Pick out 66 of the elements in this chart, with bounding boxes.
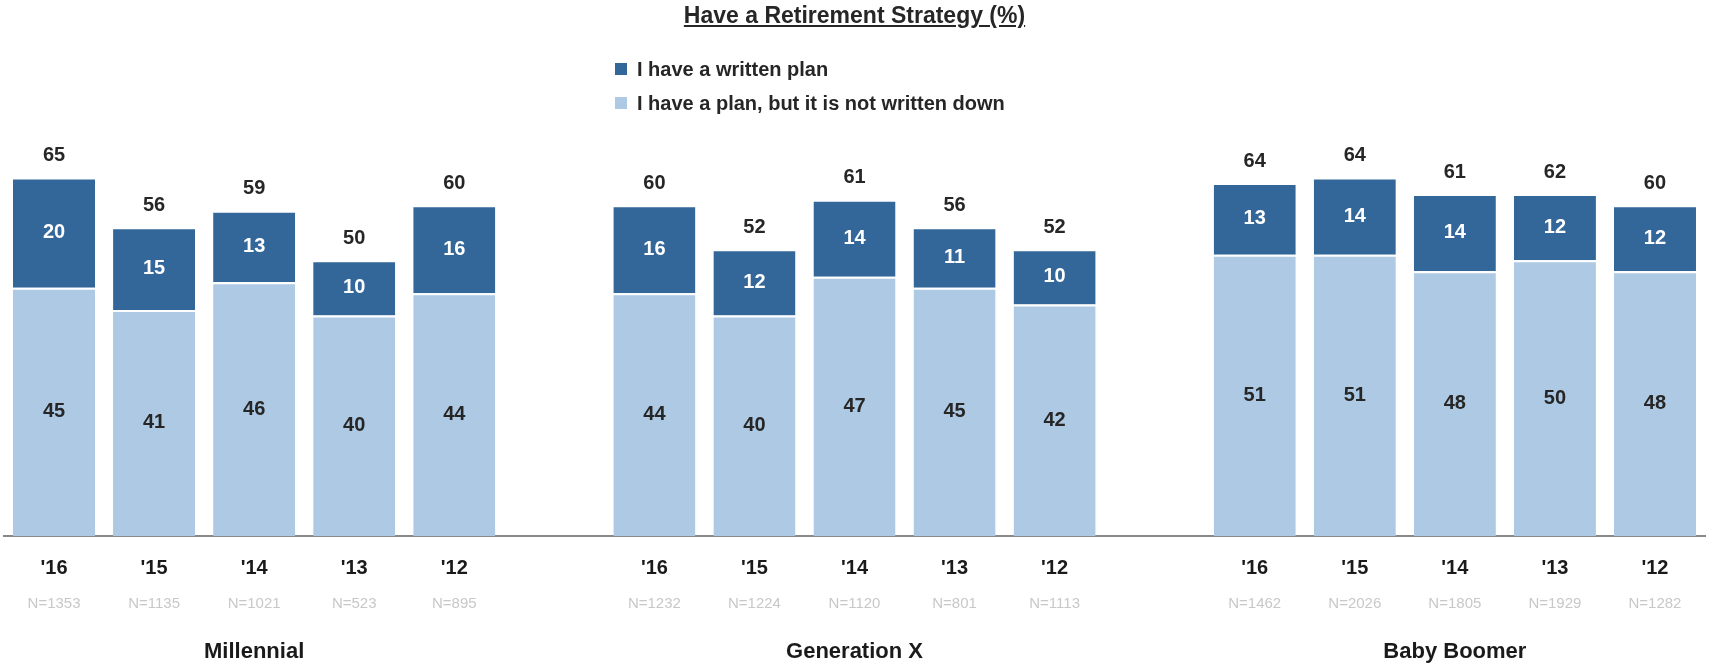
total-label: 65 [42,143,66,166]
data-label: 14 [843,225,867,248]
data-label: 47 [843,393,866,416]
x-tick-label: '16 [40,555,68,578]
x-tick-label: '13 [941,555,969,578]
data-label: 14 [1443,220,1467,243]
total-label: 56 [943,192,966,215]
data-label: 45 [42,399,66,422]
data-label: 41 [142,410,166,433]
data-label: 51 [1243,382,1266,405]
total-label: 59 [243,176,266,199]
data-label: 15 [142,256,166,279]
total-label: 61 [1443,159,1466,182]
data-label: 42 [1043,407,1066,430]
total-label: 62 [1543,159,1567,182]
data-label: 46 [243,396,266,419]
data-label: 14 [1343,203,1367,226]
data-label: 48 [1643,391,1667,414]
total-label: 60 [1643,170,1667,193]
data-label: 13 [1243,206,1266,229]
total-label: 56 [142,192,166,215]
data-label: 16 [643,236,666,259]
total-label: 50 [343,225,366,248]
data-label: 40 [743,413,766,436]
text: Baby Boomer [1383,638,1527,664]
total-label: 60 [643,170,666,193]
x-tick-label: '14 [840,555,869,578]
data-label: 12 [1643,225,1667,248]
x-tick-label: '13 [1541,555,1569,578]
data-label: 10 [343,275,366,298]
data-label: 45 [943,399,966,422]
data-label: 50 [1543,385,1567,408]
total-label: 52 [743,214,766,237]
x-tick-label: '15 [140,555,168,578]
x-tick-label: '12 [1041,555,1069,578]
x-tick-label: '15 [740,555,768,578]
legend-label: I have a plan, but it is not written down [637,91,1005,115]
x-tick-label: '12 [440,555,468,578]
total-label: 52 [1043,214,1066,237]
total-label: 64 [1243,148,1267,171]
data-label: 48 [1443,391,1466,414]
data-label: 51 [1343,382,1366,405]
x-tick-label: '12 [1641,555,1669,578]
chart-title: Have a Retirement Strategy (%) [683,2,1026,28]
total-label: 60 [443,170,466,193]
data-label: 44 [443,402,467,425]
data-label: 20 [42,220,66,243]
data-label: 44 [643,402,667,425]
x-tick-label: '13 [340,555,368,578]
legend-label: I have a written plan [637,57,829,81]
data-label: 12 [1543,214,1567,237]
data-label: 16 [443,236,466,259]
x-tick-label: '15 [1341,555,1369,578]
data-label: 40 [343,413,366,436]
data-label: 12 [743,269,766,292]
total-label: 61 [843,165,866,188]
data-label: 13 [243,234,266,257]
x-tick-label: '14 [1441,555,1470,578]
data-label: 10 [1043,264,1066,287]
x-tick-label: '16 [1241,555,1269,578]
x-tick-label: '14 [240,555,269,578]
x-tick-label: '16 [640,555,668,578]
total-label: 64 [1343,143,1367,166]
text: Millennial [204,638,305,664]
text: Generation X [786,638,924,664]
data-label: 11 [943,245,966,268]
